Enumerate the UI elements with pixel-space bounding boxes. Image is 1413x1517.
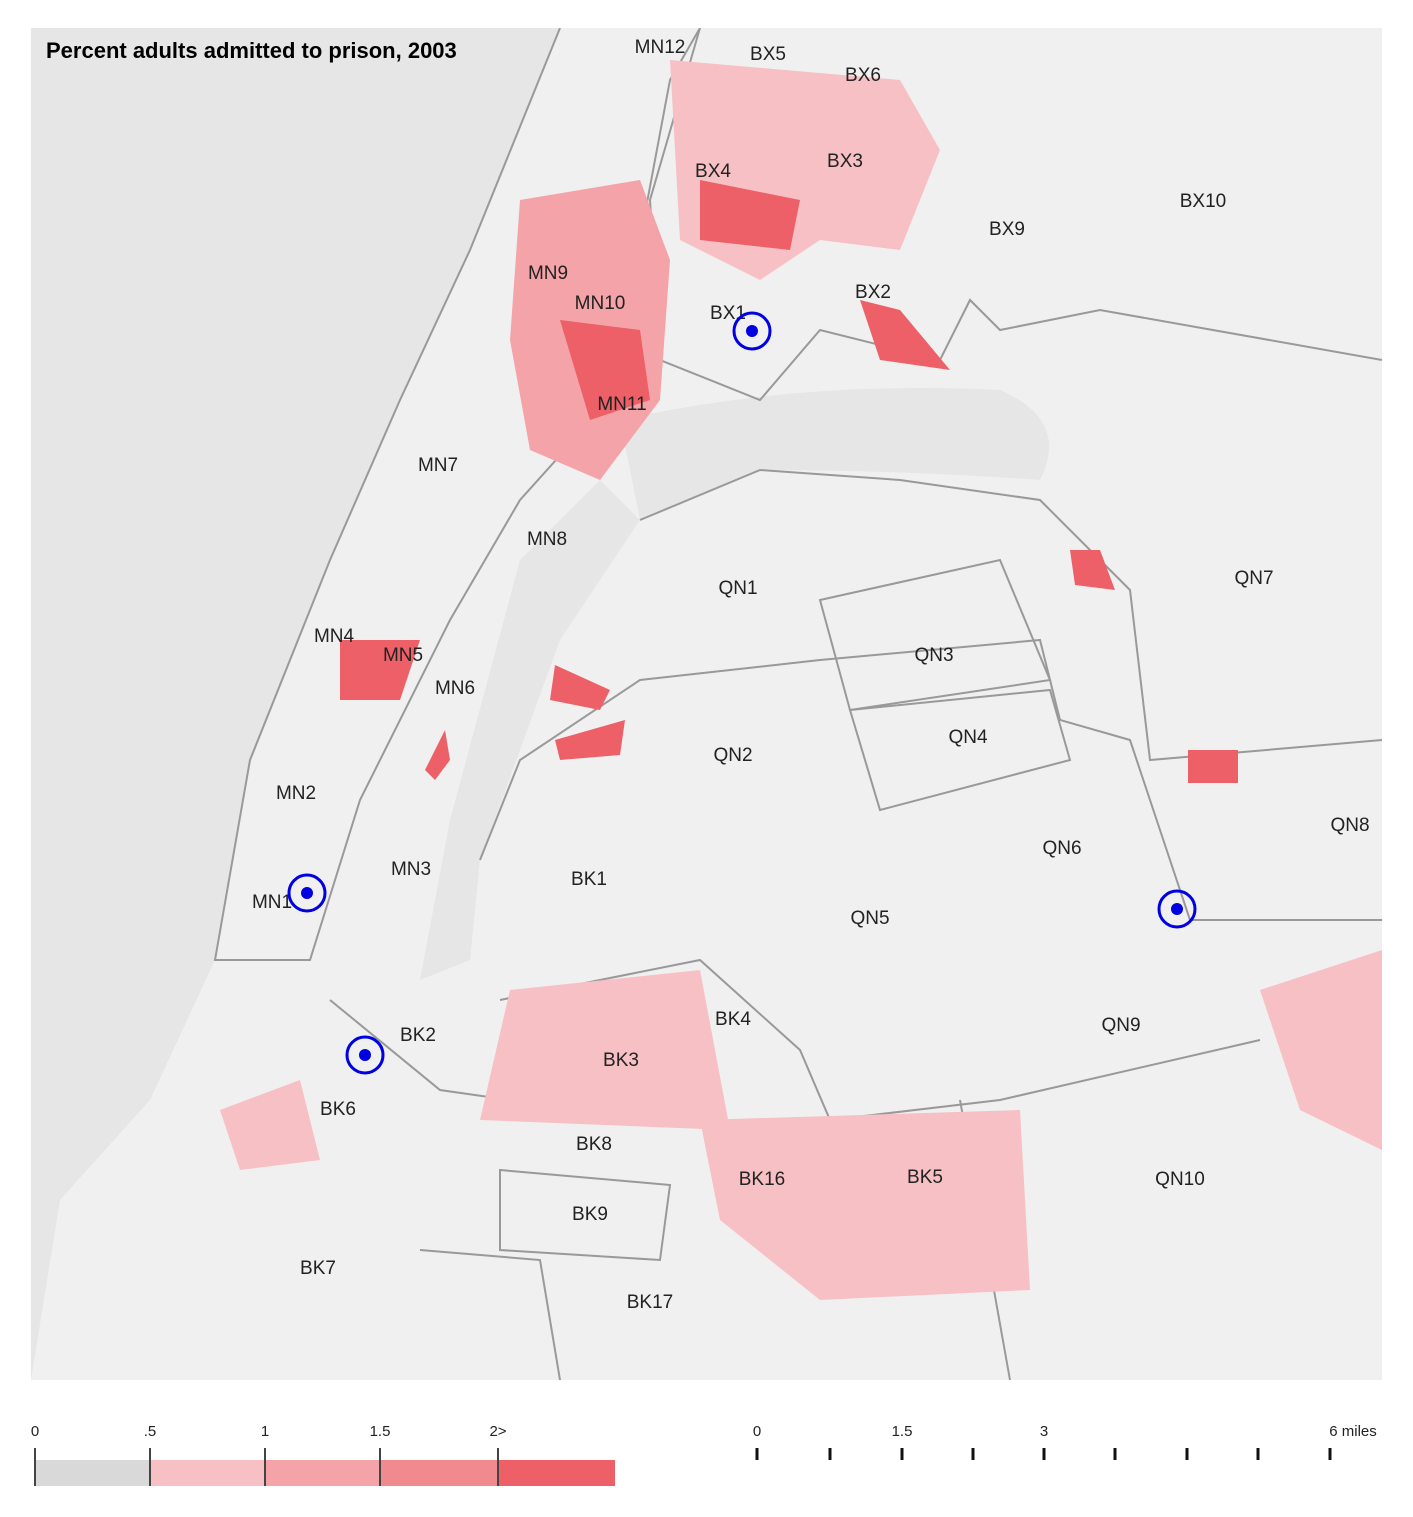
district-label: BX6 — [845, 65, 881, 86]
district-label: BX2 — [855, 282, 891, 303]
district-label: MN9 — [528, 263, 568, 284]
patch — [860, 300, 950, 370]
district-label: MN7 — [418, 455, 458, 476]
patch — [1070, 550, 1115, 590]
district-label: BX5 — [750, 44, 786, 65]
district-label: QN10 — [1155, 1169, 1205, 1190]
legend-swatch — [265, 1460, 380, 1486]
district-label: BX9 — [989, 219, 1025, 240]
district-label: BK8 — [576, 1134, 612, 1155]
legend-swatch — [498, 1460, 615, 1486]
patch — [555, 720, 625, 760]
district-labels: MN12 BX5 BX6 BX4 BX3 BX10 BX9 MN9 MN10 BX2 BX1 MN11… — [252, 37, 1370, 1313]
district-label: QN1 — [718, 578, 757, 599]
district-label: BK16 — [739, 1169, 785, 1190]
district-label: MN6 — [435, 678, 475, 699]
legend-tick-label: 2> — [489, 1423, 506, 1440]
district-label: BK7 — [300, 1258, 336, 1279]
district-label: BK3 — [603, 1050, 639, 1071]
legend-swatch — [35, 1460, 150, 1486]
marker — [345, 1035, 385, 1075]
legend: 0 .5 1 1.5 2> — [31, 1423, 615, 1486]
district-label: MN10 — [575, 293, 626, 314]
patch — [700, 1110, 1030, 1300]
patch — [700, 180, 800, 250]
marker-dot — [301, 887, 313, 899]
patch — [480, 970, 730, 1130]
map: MN12 BX5 BX6 BX4 BX3 BX10 BX9 MN9 MN10 BX2 BX1 MN11… — [31, 28, 1382, 1380]
legend-tick-label: 1.5 — [370, 1423, 391, 1440]
district-label: QN7 — [1234, 568, 1273, 589]
patch — [1260, 950, 1382, 1150]
district-label: QN8 — [1330, 815, 1369, 836]
patch — [1188, 750, 1238, 783]
patch — [560, 320, 650, 420]
district-label: MN4 — [314, 626, 355, 647]
legend-swatch — [380, 1460, 498, 1486]
marker-dots — [301, 325, 1183, 1061]
district-label: MN12 — [635, 37, 686, 58]
district-label: BK1 — [571, 869, 607, 890]
scale-bar: 0 1.5 3 6 miles — [753, 1423, 1377, 1460]
legend-tick-label: 1 — [261, 1423, 269, 1440]
map-title: Percent adults admitted to prison, 2003 — [46, 38, 457, 63]
rate-patches — [220, 60, 1382, 1300]
legend-tick-label: 0 — [31, 1423, 39, 1440]
district-label: BK17 — [627, 1292, 673, 1313]
district-label: BK4 — [715, 1009, 751, 1030]
district-label: QN4 — [948, 727, 988, 748]
district-label: BX10 — [1180, 191, 1226, 212]
legend-swatch — [150, 1460, 265, 1486]
patch — [550, 665, 610, 710]
district-label: BK9 — [572, 1204, 608, 1225]
district-label: BX4 — [695, 161, 731, 182]
district-label: MN5 — [383, 645, 423, 666]
marker — [287, 873, 327, 913]
scale-label: 3 — [1040, 1423, 1048, 1440]
district-label: MN11 — [597, 394, 646, 415]
district-label: MN8 — [527, 529, 567, 550]
patch — [340, 640, 420, 700]
marker — [1157, 889, 1197, 929]
scale-label: 1.5 — [892, 1423, 913, 1440]
water — [420, 480, 640, 980]
district-label: BX3 — [827, 151, 863, 172]
water — [31, 28, 560, 1380]
marker-dot — [359, 1049, 371, 1061]
district-label: BX1 — [710, 303, 746, 324]
marker-dot — [1171, 903, 1183, 915]
district-label: MN1 — [252, 892, 292, 913]
markers — [287, 311, 1197, 1075]
legend-tick-label: .5 — [144, 1423, 157, 1440]
marker-dot — [746, 325, 758, 337]
district-label: QN9 — [1101, 1015, 1140, 1036]
marker — [732, 311, 772, 351]
district-label: QN5 — [850, 908, 889, 929]
patch — [220, 1080, 320, 1170]
district-label: QN2 — [713, 745, 752, 766]
district-label: MN3 — [391, 859, 431, 880]
district-label: QN6 — [1042, 838, 1081, 859]
district-label: BK2 — [400, 1025, 436, 1046]
district-label: QN3 — [914, 645, 953, 666]
patch — [425, 730, 450, 780]
district-label: BK6 — [320, 1099, 356, 1120]
water — [620, 388, 1049, 520]
scale-label: 0 — [753, 1423, 761, 1440]
district-label: BK5 — [907, 1167, 943, 1188]
district-label: MN2 — [276, 783, 316, 804]
scale-label: 6 miles — [1329, 1423, 1377, 1440]
